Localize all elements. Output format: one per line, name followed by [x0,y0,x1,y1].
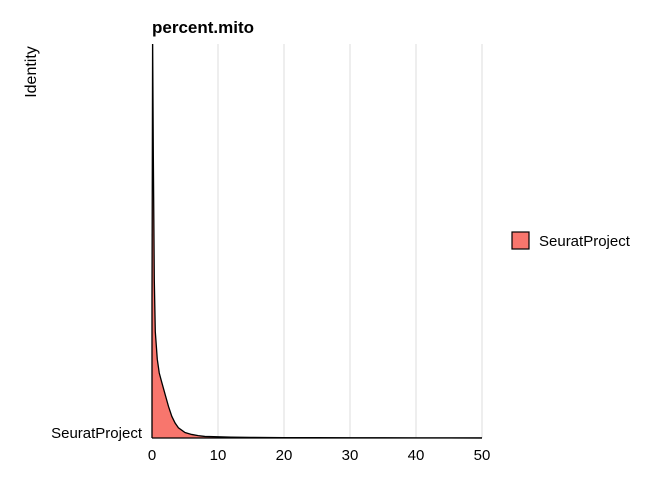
x-tick-label: 40 [408,447,425,464]
y-axis-ticks: SeuratProject [51,425,143,442]
density-area-SeuratProject [152,44,482,438]
legend-label: SeuratProject [539,233,631,250]
x-tick-label: 30 [342,447,359,464]
y-tick-label: SeuratProject [51,425,143,442]
gridlines [151,44,483,438]
y-axis-title: Identity [23,46,40,98]
x-tick-label: 10 [210,447,227,464]
legend: SeuratProject [511,231,631,250]
x-tick-label: 0 [148,447,156,464]
density-series [151,43,483,439]
x-tick-label: 20 [276,447,293,464]
density-outline-SeuratProject [151,43,483,439]
chart-title: percent.mito [152,18,254,37]
legend-key [511,231,530,250]
x-tick-label: 50 [474,447,491,464]
x-axis-ticks: 0 10 20 30 40 50 [148,447,491,464]
